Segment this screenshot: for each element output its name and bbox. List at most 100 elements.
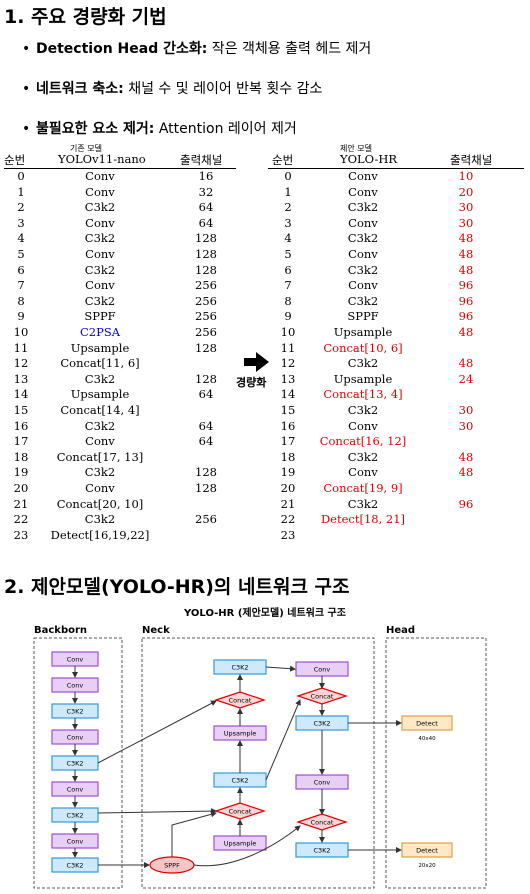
row-layer: Concat[17, 13] — [56, 449, 144, 464]
row-index: 21 — [280, 496, 296, 511]
row-layer: C3k2 — [84, 512, 116, 527]
c3k2mid-to-concat-top — [265, 699, 301, 781]
row-layer: Concat[10, 6] — [323, 340, 403, 355]
row-index: 3 — [17, 215, 25, 230]
row-layer: Conv — [348, 247, 378, 261]
row-layer: Concat[20, 10] — [56, 496, 144, 511]
neck-left-upsample-top-label: Upsample — [224, 730, 257, 738]
bullet-1: • Detection Head 간소화: 작은 객체용 출력 헤드 제거 — [22, 41, 372, 57]
row-layer: Upsample — [70, 387, 130, 402]
backbone-c3k2-to-concat-bottom — [97, 808, 217, 815]
row-index: 4 — [17, 231, 25, 246]
row-index: 23 — [13, 527, 29, 542]
row-layer: Conv — [348, 184, 378, 199]
row-layer: C3k2 — [84, 293, 116, 308]
table-row: 1 Conv 20 — [268, 185, 528, 200]
table-row: 3 Conv 64 — [0, 216, 240, 231]
row-channels: 64 — [198, 200, 214, 215]
right-table-caption: 제안 모델 — [340, 144, 372, 153]
row-index: 17 — [13, 434, 29, 449]
row-channels: 96 — [458, 309, 474, 324]
row-index: 9 — [17, 309, 25, 324]
neck-right-c3k2-top-label: C3K2 — [313, 720, 330, 728]
table-row: 23 Detect[16,19,22] — [0, 528, 240, 543]
row-layer: Concat[16, 12] — [319, 434, 407, 449]
row-layer: SPPF — [347, 309, 379, 324]
row-index: 1 — [284, 184, 292, 199]
row-channels: 128 — [195, 481, 217, 495]
table-row: 22 Detect[18, 21] — [268, 512, 528, 527]
neck-region — [141, 637, 375, 889]
table-row: 20 Conv 128 — [0, 481, 240, 496]
bullet-3-text: Attention 레이어 제거 — [154, 121, 297, 137]
row-layer: C3k2 — [347, 449, 379, 464]
row-index: 13 — [13, 371, 29, 386]
row-index: 14 — [13, 387, 29, 402]
neck-right-concat-top-label: Concat — [311, 693, 334, 701]
row-layer: Conv — [348, 465, 378, 480]
table-row: 2 C3k2 30 — [268, 200, 528, 215]
table-row: 9 SPPF 96 — [268, 309, 528, 324]
row-layer: C3k2 — [84, 262, 116, 277]
bullet-2-text: 채널 수 및 레이어 반복 횟수 감소 — [123, 81, 323, 97]
bullet-3-bold: 불필요한 요소 제거: — [36, 121, 155, 137]
row-channels: 64 — [198, 387, 214, 402]
neck-right-c3k2-bottom-label: C3K2 — [313, 847, 330, 855]
bullet-1-bold: Detection Head 간소화: — [36, 41, 208, 57]
table-row: 7 Conv 96 — [268, 278, 528, 293]
row-layer: C3k2 — [84, 465, 116, 480]
table-row: 15 C3k2 30 — [268, 403, 528, 418]
row-index: 13 — [280, 371, 296, 386]
row-channels: 48 — [458, 465, 474, 480]
detect-node-0 — [401, 715, 453, 731]
row-layer: Concat[11, 6] — [60, 356, 140, 371]
row-layer: C3k2 — [347, 403, 379, 417]
row-channels: 16 — [198, 169, 214, 183]
neck-right-conv-bottom-label: Conv — [314, 779, 331, 787]
left-header-model: YOLOv11-nano — [58, 152, 146, 166]
row-channels: 256 — [195, 309, 217, 324]
neck-left-c3k2-mid-label: C3K2 — [231, 777, 248, 785]
table-row: 8 C3k2 96 — [268, 294, 528, 309]
table-row: 0 Conv 16 — [0, 169, 240, 184]
row-channels: 30 — [458, 200, 474, 215]
table-row: 16 Conv 30 — [268, 419, 528, 434]
row-index: 6 — [17, 262, 25, 277]
backbone-node-3-label: Conv — [67, 734, 84, 742]
bullet-2: • 네트워크 축소: 채널 수 및 레이어 반복 횟수 감소 — [22, 81, 323, 97]
row-layer: Conv — [348, 169, 378, 183]
row-index: 11 — [13, 340, 29, 355]
detect-node-0-size: 40x40 — [418, 736, 436, 742]
row-index: 22 — [13, 512, 29, 527]
backbone-region — [33, 637, 123, 889]
table-row: 0 Conv 10 — [268, 169, 528, 184]
backbone-node-7-label: Conv — [67, 838, 84, 846]
row-channels: 256 — [195, 325, 217, 339]
row-index: 0 — [284, 169, 292, 183]
row-layer: C3k2 — [347, 262, 379, 277]
row-channels: 128 — [195, 247, 217, 261]
row-index: 2 — [17, 200, 25, 215]
right-arrow-icon — [244, 352, 269, 372]
sppf-to-concat-right — [193, 825, 301, 867]
backbone-node-1-label: Conv — [67, 682, 84, 690]
bullet-3: • 불필요한 요소 제거: Attention 레이어 제거 — [22, 121, 297, 137]
neck-right-concat-bottom — [296, 813, 348, 831]
row-index: 2 — [284, 200, 292, 215]
table-row: 20 Concat[19, 9] — [268, 481, 528, 496]
row-channels: 32 — [198, 184, 214, 199]
neck-left-upsample-bottom-label: Upsample — [224, 840, 257, 848]
row-layer: C3k2 — [347, 231, 379, 246]
backbone-label: Backborn — [34, 625, 87, 636]
table-row: 10 C2PSA 256 — [0, 325, 240, 340]
table-row: 19 Conv 48 — [268, 465, 528, 480]
row-index: 16 — [280, 418, 296, 433]
neck-right-concat-bottom-label: Concat — [311, 819, 334, 827]
neck-right-conv-top-label: Conv — [314, 666, 331, 674]
row-index: 5 — [284, 247, 292, 261]
backbone-node-2-label: C3K2 — [66, 708, 83, 716]
table-row: 4 C3k2 128 — [0, 231, 240, 246]
row-channels: 64 — [198, 418, 214, 433]
row-index: 6 — [284, 262, 292, 277]
row-layer: Conv — [85, 247, 115, 261]
